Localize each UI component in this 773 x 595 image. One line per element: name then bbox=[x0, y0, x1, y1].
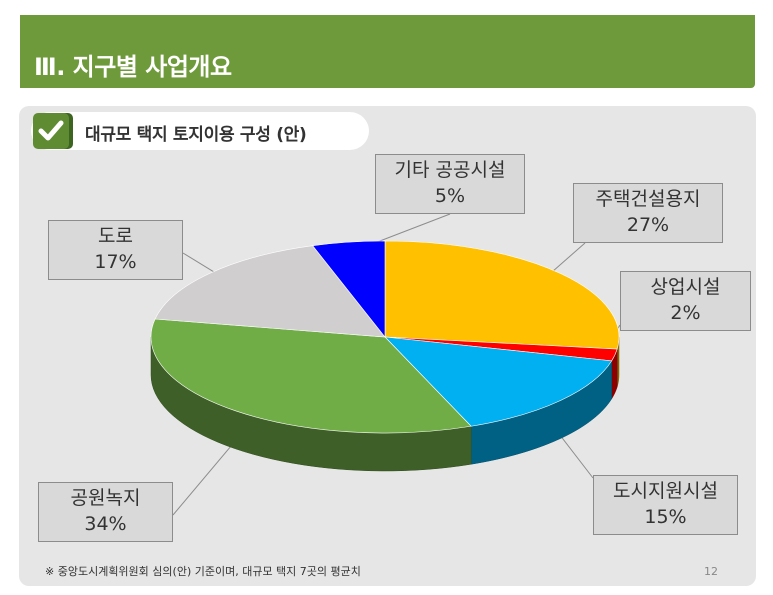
pie-slice-urban-support bbox=[384, 336, 613, 427]
label-park-value: 34% bbox=[84, 513, 127, 535]
label-urban-support-value: 15% bbox=[644, 506, 687, 528]
pie-slice-park bbox=[150, 318, 472, 434]
label-road-value: 17% bbox=[94, 251, 137, 273]
checkmark-icon bbox=[33, 113, 69, 149]
label-commercial-value: 2% bbox=[670, 302, 701, 324]
label-commercial-name: 상업시설 bbox=[650, 276, 721, 298]
pie-slice-road bbox=[154, 245, 386, 338]
page-number: 12 bbox=[704, 565, 718, 578]
label-park-name: 공원녹지 bbox=[70, 487, 141, 509]
label-other-public: 기타 공공시설 5% bbox=[375, 154, 525, 214]
footnote: ※ 중앙도시계획위원회 심의(안) 기준이며, 대규모 택지 7곳의 평균치 bbox=[45, 565, 361, 578]
label-road-name: 도로 bbox=[98, 225, 133, 247]
pie-slice-other-public bbox=[312, 240, 386, 338]
label-road: 도로 17% bbox=[48, 220, 183, 280]
label-housing-name: 주택건설용지 bbox=[595, 188, 701, 210]
pie-slices bbox=[150, 240, 620, 434]
label-other-public-name: 기타 공공시설 bbox=[394, 159, 506, 181]
label-park: 공원녹지 34% bbox=[38, 482, 173, 542]
subtitle-pill bbox=[31, 112, 369, 150]
label-urban-support: 도시지원시설 15% bbox=[593, 475, 738, 535]
label-commercial: 상업시설 2% bbox=[620, 271, 751, 331]
chart-subtitle: 대규모 택지 토지이용 구성 (안) bbox=[85, 125, 307, 145]
page-title: Ⅲ. 지구별 사업개요 bbox=[34, 53, 232, 81]
label-housing: 주택건설용지 27% bbox=[573, 183, 723, 243]
header-bar: Ⅲ. 지구별 사업개요 bbox=[20, 15, 755, 88]
pie-slice-housing bbox=[384, 240, 620, 350]
label-urban-support-name: 도시지원시설 bbox=[613, 480, 718, 502]
label-other-public-value: 5% bbox=[434, 185, 466, 207]
pie-side-walls bbox=[150, 336, 620, 472]
label-housing-value: 27% bbox=[626, 214, 670, 236]
